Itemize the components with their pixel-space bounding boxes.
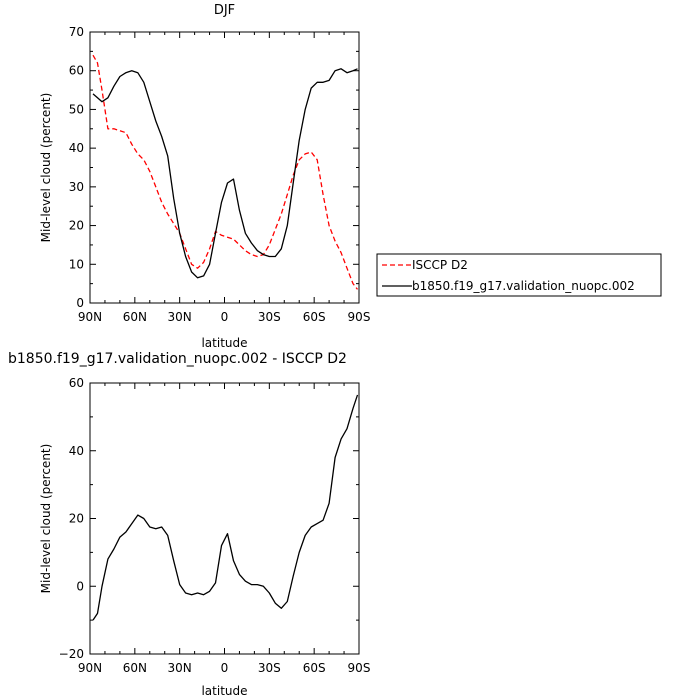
chart-title: DJF xyxy=(214,3,235,18)
legend-label-1: ISCCP D2 xyxy=(412,258,468,272)
x-tick-label: 60N xyxy=(123,661,147,675)
y-tick-label: 40 xyxy=(69,444,84,458)
x-tick-label: 0 xyxy=(221,661,229,675)
chart-title: b1850.f19_g17.validation_nuopc.002 - ISC… xyxy=(8,351,347,367)
x-tick-label: 30S xyxy=(258,310,281,324)
x-axis-label: latitude xyxy=(201,684,247,698)
y-tick-label: 10 xyxy=(69,257,84,271)
legend-box xyxy=(376,253,662,297)
x-tick-label: 0 xyxy=(221,310,229,324)
chart-panel-2: 90N 60N 30N 0 30S 60S 90S −20 0 20 40 60 b1850.f19_g… xyxy=(8,351,370,698)
x-tick-label: 30S xyxy=(258,661,281,675)
y-tick-label: 50 xyxy=(69,102,84,116)
chart-panel-1: 90N 60N 30N 0 30S 60S 90S 0 10 20 30 40 50 60 70 DJF lat… xyxy=(39,3,662,350)
series-line-1 xyxy=(92,394,359,621)
y-tick-label: 60 xyxy=(69,376,84,390)
y-tick-label: 0 xyxy=(76,296,84,310)
x-axis-label: latitude xyxy=(201,336,247,350)
series-line-1 xyxy=(92,54,359,290)
y-tick-label: 0 xyxy=(76,579,84,593)
y-axis-label: Mid-level cloud (percent) xyxy=(39,444,53,594)
y-axis-label: Mid-level cloud (percent) xyxy=(39,93,53,243)
plot-frame xyxy=(89,382,360,655)
y-tick-label: 60 xyxy=(69,64,84,78)
y-tick-label: 40 xyxy=(69,141,84,155)
x-tick-label: 90N xyxy=(78,661,102,675)
y-tick-label: −20 xyxy=(59,647,84,661)
y-tick-label: 30 xyxy=(69,180,84,194)
x-tick-label: 60N xyxy=(123,310,147,324)
x-tick-label: 60S xyxy=(303,310,326,324)
x-tick-label: 90N xyxy=(78,310,102,324)
y-tick-label: 20 xyxy=(69,219,84,233)
x-tick-label: 30N xyxy=(168,661,192,675)
legend: ISCCP D2 b1850.f19_g17.validation_nuopc.0… xyxy=(376,253,662,297)
x-tick-label: 30N xyxy=(168,310,192,324)
legend-label-2: b1850.f19_g17.validation_nuopc.002 xyxy=(412,279,635,293)
x-tick-label: 90S xyxy=(348,661,371,675)
x-tick-label: 60S xyxy=(303,661,326,675)
y-tick-label: 70 xyxy=(69,25,84,39)
series-line-2 xyxy=(92,68,358,279)
x-tick-label: 90S xyxy=(348,310,371,324)
y-tick-label: 20 xyxy=(69,512,84,526)
